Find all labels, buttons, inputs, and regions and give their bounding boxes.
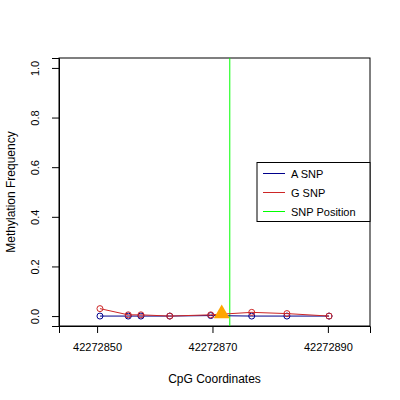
x-tick-label: 42272870 (189, 341, 238, 353)
legend-label: G SNP (291, 187, 325, 199)
plot-area (97, 58, 332, 326)
x-axis-title: CpG Coordinates (168, 372, 261, 386)
data-point (167, 313, 173, 319)
x-axis-line (60, 327, 371, 334)
y-tick-mark (52, 68, 59, 69)
y-tick: 0.2 (29, 259, 59, 274)
y-axis: 0.0 0.2 0.4 0.6 0.8 1.0 (29, 59, 60, 327)
snp-marker (214, 304, 230, 318)
legend-label: A SNP (291, 168, 323, 180)
y-tick-mark (52, 316, 59, 317)
y-tick: 0.8 (29, 110, 59, 125)
x-tick-label: 42272850 (73, 341, 122, 353)
data-point (208, 313, 214, 319)
data-point (208, 312, 214, 318)
y-tick-label: 0.0 (29, 309, 41, 324)
x-axis: 42272850 42272870 42272890 (60, 326, 371, 353)
legend-label: SNP Position (291, 206, 356, 218)
data-point (97, 306, 103, 312)
y-tick-mark (52, 118, 59, 119)
y-tick-mark (52, 167, 59, 168)
x-tick-mark (212, 326, 213, 333)
x-tick: 42272870 (189, 326, 238, 353)
x-tick-mark (328, 326, 329, 333)
legend-swatch (263, 211, 285, 212)
x-tick: 42272850 (73, 326, 122, 353)
series-line (100, 309, 329, 316)
y-tick: 1.0 (29, 61, 59, 76)
snp-position-line (229, 58, 230, 326)
x-tick-label: 42272890 (304, 341, 353, 353)
y-tick-mark (52, 217, 59, 218)
y-tick-label: 0.2 (29, 259, 41, 274)
legend-box (257, 163, 370, 222)
x-tick: 42272890 (304, 326, 353, 353)
plot-frame (59, 58, 370, 326)
y-tick-mark (52, 266, 59, 267)
y-tick: 0.0 (29, 309, 59, 324)
x-tick-mark (97, 326, 98, 333)
legend-swatch (263, 192, 285, 193)
y-axis-line (52, 59, 60, 327)
y-tick-label: 0.6 (29, 160, 41, 175)
data-point (249, 309, 255, 315)
chart: 42272850 42272870 42272890 0.0 0.2 0.4 0.6 0.8 1… (0, 0, 400, 400)
data-point (97, 313, 103, 319)
y-tick: 0.4 (29, 210, 59, 225)
y-tick-label: 1.0 (29, 61, 41, 76)
data-point (125, 312, 131, 318)
y-axis-title: Methylation Frequency (4, 131, 18, 252)
legend-swatch (263, 173, 285, 174)
data-point (284, 311, 290, 317)
y-tick: 0.6 (29, 160, 59, 175)
data-point (326, 313, 332, 319)
data-point (138, 312, 144, 318)
y-tick-label: 0.8 (29, 110, 41, 125)
y-tick-label: 0.4 (29, 210, 41, 225)
legend: A SNP G SNP SNP Position (257, 163, 370, 222)
